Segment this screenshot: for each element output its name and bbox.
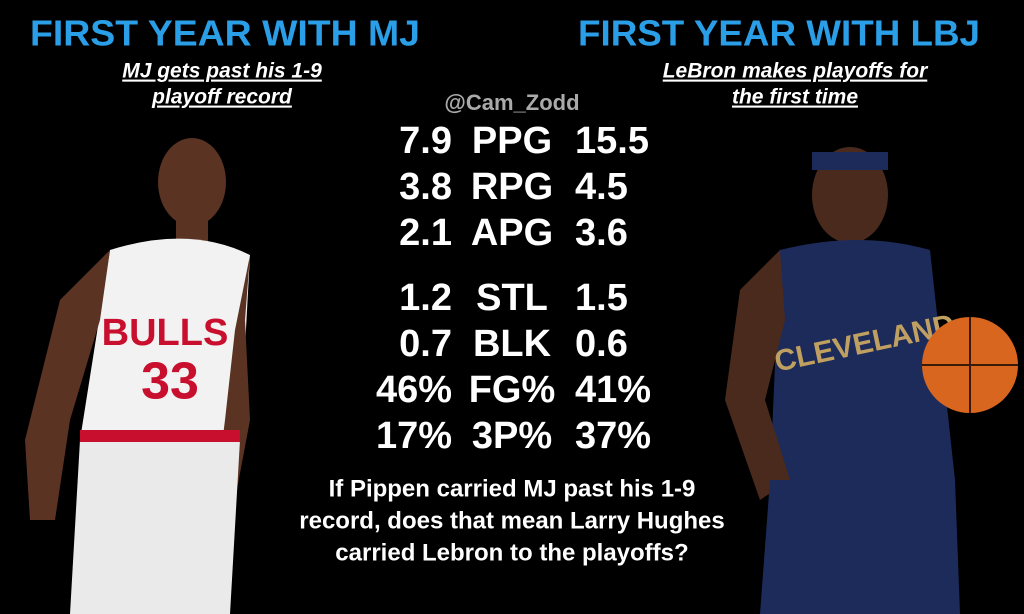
left-value: 7.9 xyxy=(399,120,452,162)
right-subtitle: LeBron makes playoffs for xyxy=(663,60,929,83)
left-value: 46% xyxy=(376,369,452,411)
stat-label: APG xyxy=(471,212,553,254)
left-player: BULLS 33 xyxy=(25,138,250,614)
jersey-text: BULLS xyxy=(102,312,229,354)
right-value: 15.5 xyxy=(575,120,649,162)
right-subtitle: the first time xyxy=(732,86,858,109)
watermark: @Cam_Zodd xyxy=(444,90,579,115)
stat-label: PPG xyxy=(472,120,552,162)
left-subtitle: MJ gets past his 1-9 xyxy=(122,60,322,83)
stat-label: RPG xyxy=(471,166,553,208)
question: record, does that mean Larry Hughes xyxy=(299,507,724,534)
right-value: 41% xyxy=(575,369,651,411)
right-value: 0.6 xyxy=(575,323,628,365)
left-value: 17% xyxy=(376,415,452,457)
question: If Pippen carried MJ past his 1-9 xyxy=(329,475,696,502)
right-title: FIRST YEAR WITH LBJ xyxy=(578,13,980,54)
left-value: 3.8 xyxy=(399,166,452,208)
left-value: 1.2 xyxy=(399,277,452,319)
right-value: 1.5 xyxy=(575,277,628,319)
stat-label: FG% xyxy=(469,369,556,411)
stat-label: STL xyxy=(476,277,548,319)
left-title: FIRST YEAR WITH MJ xyxy=(30,13,420,54)
stat-label: 3P% xyxy=(472,415,552,457)
jersey-number: 33 xyxy=(141,353,199,411)
left-value: 0.7 xyxy=(399,323,452,365)
right-player: CLEVELAND xyxy=(725,147,1018,614)
right-value: 4.5 xyxy=(575,166,628,208)
question: carried Lebron to the playoffs? xyxy=(335,539,688,566)
right-value: 3.6 xyxy=(575,212,628,254)
left-subtitle: playoff record xyxy=(151,86,293,109)
right-value: 37% xyxy=(575,415,651,457)
left-value: 2.1 xyxy=(399,212,452,254)
stat-label: BLK xyxy=(473,323,552,365)
